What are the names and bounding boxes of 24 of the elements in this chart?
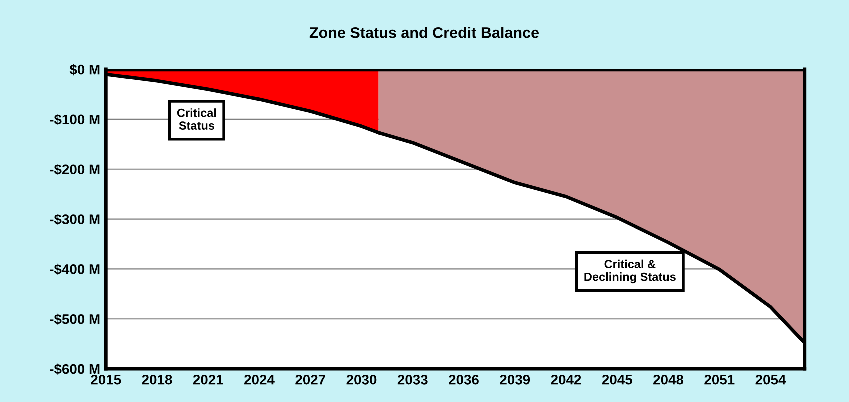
y-tick-label: -$600 M — [50, 364, 100, 376]
x-tick-label: 2036 — [449, 374, 479, 385]
annotation: Critical Status — [177, 108, 216, 130]
x-tick-label: 2030 — [346, 374, 377, 385]
x-tick-label: 2045 — [602, 374, 632, 385]
y-tick-label: -$300 M — [50, 214, 100, 226]
x-tick-label: 2021 — [193, 374, 224, 385]
y-tick-label: -$100 M — [50, 114, 100, 126]
x-tick-label: 2054 — [756, 374, 786, 385]
y-tick-label: $0 M — [70, 64, 100, 76]
x-tick-label: 2018 — [142, 374, 172, 385]
x-tick-label: 2033 — [398, 374, 428, 385]
x-tick-label: 2027 — [296, 374, 326, 385]
x-tick-label: 2042 — [551, 374, 582, 385]
y-tick-label: -$200 M — [50, 164, 100, 176]
y-tick-label: -$400 M — [50, 264, 100, 276]
x-tick-label: 2024 — [244, 374, 275, 385]
x-tick-label: 2051 — [704, 374, 735, 385]
chart-title: Zone Status and Credit Balance — [310, 27, 540, 38]
x-tick-label: 2015 — [91, 374, 122, 385]
x-tick-label: 2048 — [654, 374, 684, 385]
annotation: Critical & Declining Status — [584, 260, 676, 284]
x-tick-label: 2039 — [500, 374, 530, 385]
y-tick-label: -$500 M — [50, 314, 100, 326]
